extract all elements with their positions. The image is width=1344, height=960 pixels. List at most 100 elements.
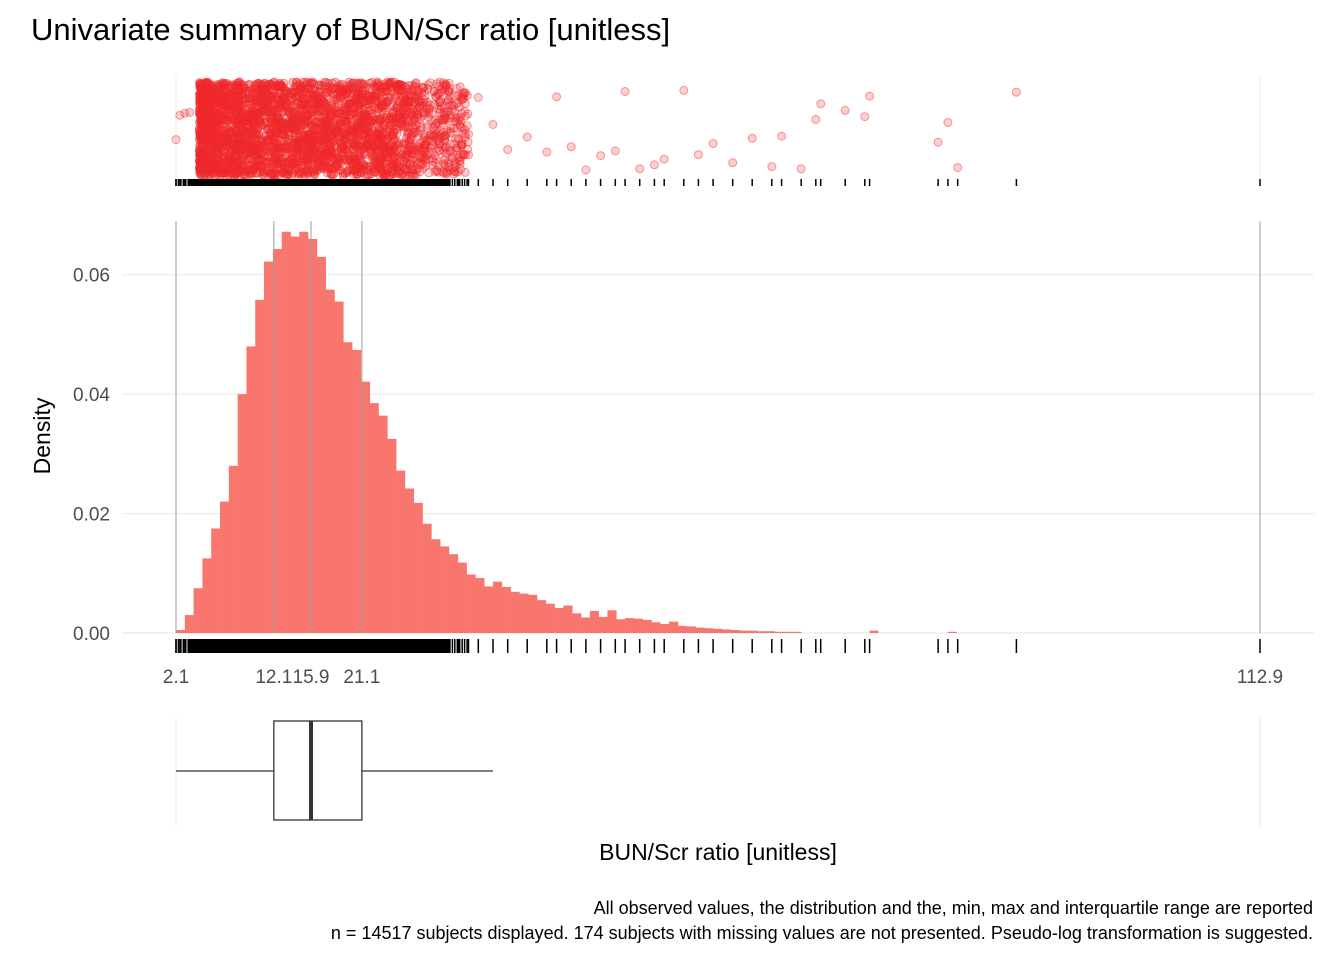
observed-point xyxy=(244,135,254,145)
histogram-bar xyxy=(184,615,194,633)
observed-point xyxy=(338,155,348,165)
observed-point xyxy=(208,106,218,116)
boxplot-panel xyxy=(175,718,1261,826)
histogram-bar xyxy=(264,261,274,633)
observed-point xyxy=(336,143,346,153)
observed-point xyxy=(196,169,206,179)
observed-point xyxy=(610,146,620,156)
observed-point xyxy=(503,145,513,155)
observed-point xyxy=(342,97,352,107)
observed-point xyxy=(423,121,433,130)
top-rug-dense xyxy=(187,179,449,186)
histogram-bar xyxy=(704,628,714,633)
observed-point xyxy=(297,103,307,113)
observed-point xyxy=(390,152,399,162)
observed-point xyxy=(277,106,287,116)
histogram-bar xyxy=(246,346,256,633)
observed-point xyxy=(649,160,659,170)
histogram-bar xyxy=(290,236,300,633)
x-tick-label: 2.1 xyxy=(163,667,189,688)
observed-point xyxy=(341,128,351,138)
histogram-bar xyxy=(237,394,247,633)
histogram-bar xyxy=(757,631,767,633)
observed-point xyxy=(552,92,562,102)
observed-point xyxy=(171,135,181,145)
histogram-bar xyxy=(343,342,353,633)
histogram-bar xyxy=(616,619,626,633)
observed-point xyxy=(372,96,382,106)
observed-point xyxy=(262,81,272,91)
observed-point xyxy=(414,128,424,138)
observed-point xyxy=(232,127,242,137)
observed-point xyxy=(252,88,262,98)
histogram-bar xyxy=(404,488,415,633)
observed-point xyxy=(315,112,325,122)
observed-point xyxy=(227,89,237,99)
observed-point xyxy=(271,169,281,179)
observed-point xyxy=(360,149,369,159)
observed-point xyxy=(451,158,461,168)
observed-point xyxy=(408,149,418,159)
observed-point xyxy=(345,88,355,98)
observed-point xyxy=(394,110,404,120)
observed-point xyxy=(272,127,282,137)
observed-point xyxy=(266,157,276,167)
observed-point xyxy=(228,139,238,149)
histogram-bar xyxy=(660,624,670,633)
observed-point xyxy=(464,129,473,139)
y-axis-title: Density xyxy=(29,397,55,474)
observed-point xyxy=(185,107,195,117)
observed-point xyxy=(389,127,399,137)
observed-point xyxy=(282,86,292,96)
histogram-bar xyxy=(466,574,476,633)
observed-point xyxy=(488,120,498,129)
histogram-panel: 0.00 0.02 0.04 0.06 2.1 12.1 15.9 21.1 112.9 xyxy=(73,221,1314,688)
y-tick-label: 0.02 xyxy=(73,505,110,526)
x-tick-label: 12.1 xyxy=(255,667,292,688)
observed-values-panel xyxy=(171,75,1261,186)
observed-point xyxy=(581,165,591,175)
observed-point xyxy=(203,163,212,173)
observed-point xyxy=(747,133,757,143)
observed-point xyxy=(443,163,453,173)
histogram-bar xyxy=(475,578,485,633)
histogram-bar xyxy=(255,299,265,633)
observed-point xyxy=(453,98,463,108)
x-tick-label: 112.9 xyxy=(1237,667,1283,688)
histogram-bar xyxy=(369,403,379,633)
histogram-bar xyxy=(484,586,494,633)
observed-point xyxy=(434,167,443,177)
observed-point xyxy=(361,93,370,103)
histogram-bar xyxy=(589,610,599,633)
observed-point xyxy=(953,163,963,173)
observed-point xyxy=(236,166,246,176)
histogram-bar xyxy=(774,631,784,633)
observed-point xyxy=(263,107,273,117)
observed-point xyxy=(288,107,298,117)
observed-point xyxy=(245,123,255,132)
observed-point xyxy=(255,108,265,117)
observed-point xyxy=(708,139,718,148)
histogram-bar xyxy=(228,465,238,633)
observed-point xyxy=(277,95,287,105)
observed-point xyxy=(406,132,416,142)
observed-point xyxy=(473,93,483,102)
histogram-bar xyxy=(947,631,957,633)
caption-line-1: All observed values, the distribution an… xyxy=(593,898,1313,918)
histogram-bar xyxy=(563,605,573,633)
observed-point xyxy=(422,97,432,107)
observed-point xyxy=(308,77,318,87)
observed-point xyxy=(840,105,850,115)
histogram-bar xyxy=(211,528,221,633)
observed-point xyxy=(566,142,576,152)
observed-point xyxy=(419,107,429,117)
observed-point xyxy=(212,82,222,92)
observed-point xyxy=(270,141,280,151)
observed-point xyxy=(363,129,373,139)
observed-point xyxy=(232,111,242,121)
observed-point xyxy=(199,112,209,122)
observed-point xyxy=(338,171,348,181)
observed-point xyxy=(369,147,379,157)
observed-point xyxy=(284,142,294,152)
observed-point xyxy=(208,91,218,101)
